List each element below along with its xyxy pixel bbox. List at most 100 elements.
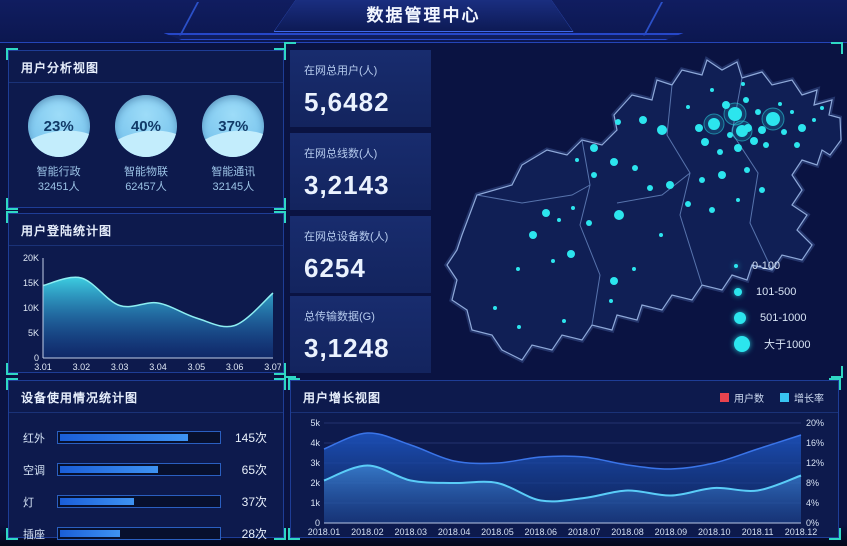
header-underline-decoration bbox=[164, 33, 684, 40]
stat-value: 3,1248 bbox=[304, 333, 390, 363]
stat-label: 在网总设备数(人) bbox=[304, 231, 389, 243]
left-y-tick: 1k bbox=[310, 498, 320, 508]
map-dot bbox=[766, 112, 780, 126]
device-value: 65次 bbox=[241, 463, 267, 477]
map-dot bbox=[666, 181, 674, 189]
panel-user-growth: 用户增长视图 用户数 增长率 0 1k 2k 3k 4k 5k 0% 4% 8% 12% 16% 20%… bbox=[288, 378, 841, 540]
device-bar-track bbox=[57, 463, 221, 476]
device-bar-row: 插座 28次 bbox=[23, 525, 267, 542]
map-legend-dot-icon bbox=[734, 312, 746, 324]
stat-value: 3,2143 bbox=[304, 170, 390, 200]
map-dot bbox=[734, 144, 742, 152]
map-dot bbox=[741, 82, 745, 86]
header-decoration-left bbox=[178, 2, 200, 36]
map-dot bbox=[722, 101, 730, 109]
gauge-label: 智能物联 62457人 bbox=[123, 166, 168, 194]
x-tick: 2018.11 bbox=[742, 527, 774, 537]
device-bar-track bbox=[57, 495, 221, 508]
map-dot bbox=[610, 277, 618, 285]
device-bar-row: 红外 145次 bbox=[23, 429, 267, 446]
gauge-percent: 23% bbox=[43, 117, 74, 135]
login-line bbox=[42, 276, 274, 328]
map-dot bbox=[639, 116, 647, 124]
map-dot bbox=[551, 259, 555, 263]
map-dot bbox=[614, 210, 624, 220]
map-dot bbox=[790, 110, 794, 114]
x-tick: 3.02 bbox=[73, 362, 91, 372]
map-dot bbox=[798, 124, 806, 132]
map-dot bbox=[590, 144, 598, 152]
map-dot bbox=[710, 88, 714, 92]
map-dot bbox=[516, 267, 520, 271]
stat-card-total-devices: 在网总设备数(人) 6254 bbox=[290, 216, 431, 293]
map-legend-label: 101-500 bbox=[756, 286, 797, 298]
panel-device-usage-title: 设备使用情况统计图 bbox=[9, 381, 283, 413]
map-dot bbox=[657, 125, 667, 135]
stat-card-total-users: 在网总用户(人) 5,6482 bbox=[290, 50, 431, 127]
x-tick: 2018.07 bbox=[568, 527, 601, 537]
legend-item-增长率[interactable]: 增长率 bbox=[780, 390, 824, 405]
map-dot bbox=[575, 158, 579, 162]
map-dot bbox=[709, 207, 715, 213]
growth-chart: 0 1k 2k 3k 4k 5k 0% 4% 8% 12% 16% 20% 2018.01 2018.02… bbox=[308, 418, 824, 537]
device-bar-track bbox=[57, 527, 221, 540]
device-bar-fill bbox=[60, 498, 135, 505]
map-dot bbox=[755, 109, 761, 115]
left-y-tick: 4k bbox=[310, 438, 320, 448]
x-tick: 2018.12 bbox=[785, 527, 818, 537]
gauge-percent: 37% bbox=[218, 117, 249, 135]
x-tick: 2018.02 bbox=[351, 527, 384, 537]
map-dot bbox=[610, 158, 618, 166]
map-dot bbox=[699, 177, 705, 183]
right-y-tick: 0% bbox=[806, 518, 819, 528]
users-line bbox=[323, 432, 802, 470]
legend-swatch-icon bbox=[780, 393, 789, 402]
map-legend-item: 大于1000 bbox=[734, 331, 810, 357]
device-value: 28次 bbox=[241, 527, 267, 541]
map-dots-layer bbox=[493, 82, 824, 329]
panel-user-analysis: 用户分析视图 23% 智能行政 32451人 40% 智能物联 62457人 bbox=[6, 48, 286, 210]
right-y-tick: 16% bbox=[806, 438, 824, 448]
map-dot bbox=[647, 185, 653, 191]
map-dot bbox=[517, 325, 521, 329]
legend-label: 用户数 bbox=[734, 394, 764, 405]
login-area bbox=[43, 277, 273, 358]
stat-card-total-data: 总传输数据(G) 3,1248 bbox=[290, 296, 431, 373]
map-dot bbox=[728, 107, 742, 121]
y-tick: 0 bbox=[34, 353, 39, 363]
x-tick: 3.06 bbox=[226, 362, 244, 372]
y-tick: 5K bbox=[28, 328, 39, 338]
map-legend-label: 501-1000 bbox=[760, 312, 807, 324]
map-dot bbox=[701, 138, 709, 146]
x-tick: 3.03 bbox=[111, 362, 129, 372]
map-legend-dot-icon bbox=[734, 336, 750, 352]
map-dot bbox=[632, 165, 638, 171]
map-dot bbox=[736, 198, 740, 202]
y-tick: 10K bbox=[23, 303, 39, 313]
panel-login-stats: 用户登陆统计图 0 5K 10K 15K 20K 3.01 3.02 3.03 3.04 3.05… bbox=[6, 211, 286, 375]
panel-login-stats-title: 用户登陆统计图 bbox=[9, 214, 283, 246]
legend-item-用户数[interactable]: 用户数 bbox=[720, 390, 764, 405]
map-dot bbox=[750, 137, 758, 145]
x-tick: 3.01 bbox=[34, 362, 52, 372]
right-y-tick: 20% bbox=[806, 418, 824, 428]
stat-value: 5,6482 bbox=[304, 87, 390, 117]
x-tick: 2018.10 bbox=[698, 527, 731, 537]
legend-label: 增长率 bbox=[794, 394, 824, 405]
gauge-label: 智能通讯 32145人 bbox=[211, 166, 256, 194]
x-tick: 2018.09 bbox=[655, 527, 688, 537]
x-tick: 3.05 bbox=[188, 362, 206, 372]
stat-label: 在网总线数(人) bbox=[304, 148, 378, 160]
gauge-circle: 23% bbox=[27, 95, 90, 157]
gauge-row: 23% 智能行政 32451人 40% 智能物联 62457人 37% bbox=[9, 83, 283, 196]
device-label: 空调 bbox=[23, 464, 45, 477]
left-y-tick: 2k bbox=[310, 478, 320, 488]
device-label: 灯 bbox=[23, 496, 34, 509]
map-legend: 0-100 101-500 501-1000 大于1000 bbox=[734, 253, 810, 357]
map-dot bbox=[615, 119, 621, 125]
y-tick: 20K bbox=[23, 253, 39, 263]
x-tick: 2018.04 bbox=[438, 527, 471, 537]
left-y-tick: 5k bbox=[310, 418, 320, 428]
x-tick: 2018.06 bbox=[525, 527, 558, 537]
right-y-tick: 12% bbox=[806, 458, 824, 468]
